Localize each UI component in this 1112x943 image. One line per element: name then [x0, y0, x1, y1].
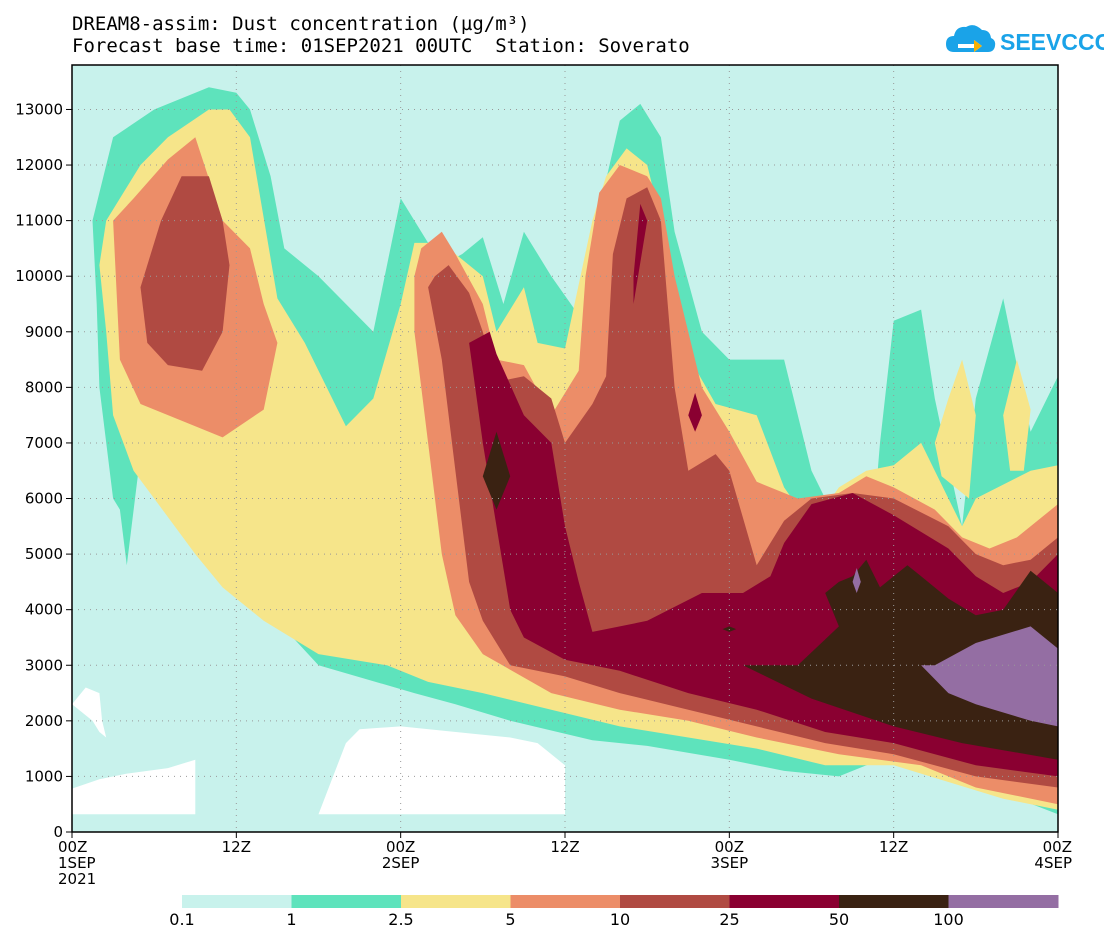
x-tick-label-0-2: 2021 — [58, 870, 96, 888]
logo-text: SEEVCCC — [1000, 29, 1104, 55]
y-tick-label-2000: 2000 — [25, 712, 63, 730]
grid-lines — [72, 65, 1058, 832]
contour-layer — [72, 65, 1058, 832]
y-tick-label-10000: 10000 — [15, 267, 63, 285]
y-tick-label-11000: 11000 — [15, 212, 63, 230]
x-tick-label-12-0: 12Z — [222, 838, 251, 856]
y-tick-label-3000: 3000 — [25, 656, 63, 674]
contour-level-50-0 — [743, 559, 1058, 760]
y-tick-label-0: 0 — [53, 823, 63, 841]
x-tick-label-24-0: 00Z — [386, 838, 415, 856]
below-threshold-region-0 — [72, 726, 565, 815]
x-tick-label-24-1: 2SEP — [382, 854, 420, 872]
axes: 0 1000 2000 3000 4000 5000 6000 7000 8000 9000 100… — [15, 64, 1072, 888]
contour-level-25-2 — [688, 392, 702, 432]
contour-level-100-0 — [921, 626, 1058, 727]
colorbar-swatch-25 — [729, 895, 840, 908]
x-tick-label-0-1: 1SEP — [58, 854, 96, 872]
contour-level-25-1 — [633, 203, 648, 304]
x-tick-label-72-0: 00Z — [1043, 838, 1072, 856]
y-tick-label-12000: 12000 — [15, 156, 63, 174]
x-tick-label-60-0: 12Z — [879, 838, 908, 856]
colorbar-label-100: 100 — [933, 910, 964, 929]
colorbar-swatch-10 — [620, 895, 730, 908]
contour-level-100-1 — [852, 568, 861, 593]
colorbar-label-5: 5 — [505, 910, 515, 929]
colorbar-swatch-1 — [291, 895, 402, 908]
colorbar-swatch-0.1 — [182, 895, 292, 908]
colorbar-label-25: 25 — [719, 910, 739, 929]
colorbar-swatch-2.5 — [401, 895, 511, 908]
contour-level-2.5-1 — [934, 359, 976, 499]
y-tick-label-8000: 8000 — [25, 378, 63, 396]
chart-title: DREAM8-assim: Dust concentration (µg/m³) — [72, 13, 530, 35]
seevccc-logo: SEEVCCC — [946, 25, 1104, 55]
x-tick-label-72-1: 4SEP — [1034, 854, 1072, 872]
y-tick-label-5000: 5000 — [25, 545, 63, 563]
colorbar-label-50: 50 — [829, 910, 849, 929]
y-tick-label-6000: 6000 — [25, 490, 63, 508]
below-threshold-region-1 — [72, 687, 107, 738]
colorbar-label-2.5: 2.5 — [388, 910, 413, 929]
colorbar: 0.1 1 2.5 5 10 25 50 100 — [169, 895, 1059, 929]
colorbar-label-1: 1 — [286, 910, 296, 929]
contour-level-2.5-2 — [1003, 359, 1031, 471]
y-tick-label-4000: 4000 — [25, 601, 63, 619]
y-tick-label-7000: 7000 — [25, 434, 63, 452]
colorbar-swatch-5 — [510, 895, 621, 908]
contour-level-10-0 — [140, 176, 230, 371]
y-tick-label-1000: 1000 — [25, 767, 63, 785]
contour-level-50-1 — [482, 431, 511, 510]
colorbar-label-0.1: 0.1 — [169, 910, 194, 929]
x-tick-label-48-0: 00Z — [715, 838, 744, 856]
colorbar-label-10: 10 — [610, 910, 630, 929]
x-tick-label-36-0: 12Z — [550, 838, 579, 856]
y-tick-label-9000: 9000 — [25, 323, 63, 341]
colorbar-swatch-50 — [839, 895, 949, 908]
cloud-icon — [946, 25, 996, 52]
y-tick-label-13000: 13000 — [15, 100, 63, 118]
x-tick-label-0-0: 00Z — [58, 838, 87, 856]
x-tick-label-48-1: 3SEP — [711, 854, 749, 872]
colorbar-swatch-100 — [948, 895, 1059, 908]
chart-subtitle: Forecast base time: 01SEP2021 00UTC Stat… — [72, 35, 690, 57]
